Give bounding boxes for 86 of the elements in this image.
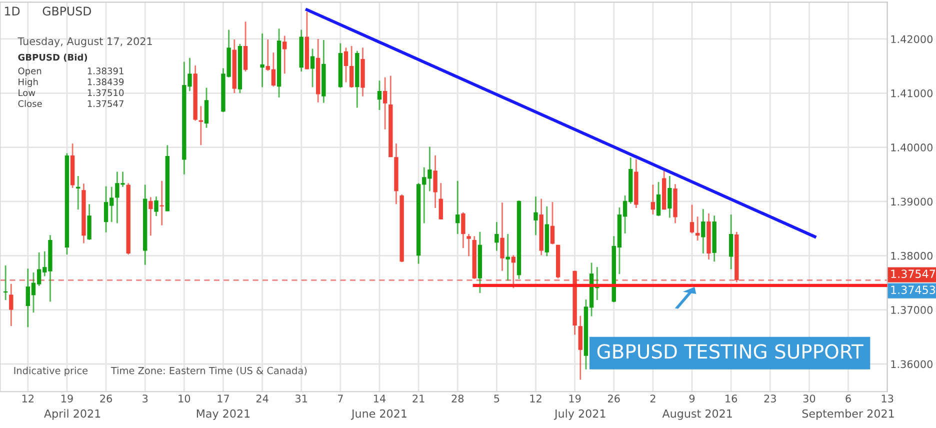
candlestick bbox=[550, 201, 555, 245]
candlestick bbox=[500, 202, 504, 272]
annotation: Open bbox=[18, 67, 42, 76]
x-tick-label: 26 bbox=[100, 394, 112, 402]
x2-tick-label: September 2021 bbox=[802, 409, 894, 420]
y-tick-label: 1.39000 bbox=[891, 198, 932, 206]
candlestick bbox=[9, 283, 14, 327]
candlestick bbox=[243, 20, 248, 72]
y-tick-label: 1.42000 bbox=[891, 35, 932, 44]
x-tick-label: 16 bbox=[726, 394, 738, 402]
x2-tick-label: May 2021 bbox=[196, 409, 250, 420]
candlestick bbox=[282, 35, 287, 74]
x-tick-label: 9 bbox=[689, 394, 695, 402]
series-label: 1.37453 bbox=[891, 286, 936, 294]
x2-tick-label: June 2021 bbox=[350, 409, 406, 420]
candlestick bbox=[260, 32, 264, 88]
x-tick-label: 5 bbox=[494, 394, 500, 402]
x-tick-label: 17 bbox=[218, 394, 229, 402]
candlestick bbox=[438, 182, 443, 220]
annotation: 1.37547 bbox=[88, 100, 124, 108]
candlestick bbox=[461, 212, 466, 249]
x-tick-label: 14 bbox=[374, 394, 386, 402]
x-tick-label: 6 bbox=[846, 394, 851, 402]
ref-line-label: 1.37547 bbox=[891, 270, 935, 278]
annotation: GBPUSD TESTING SUPPORT bbox=[597, 344, 864, 359]
candlestick bbox=[87, 204, 92, 241]
candlestick bbox=[668, 175, 672, 218]
x-tick-label: 23 bbox=[764, 394, 776, 402]
candlestick bbox=[701, 208, 706, 254]
x-tick-label: 30 bbox=[803, 394, 816, 402]
candlestick bbox=[198, 105, 203, 146]
x-tick-label: 2 bbox=[650, 394, 656, 402]
candlestick bbox=[511, 254, 516, 289]
candlestick bbox=[310, 48, 315, 88]
chart-title: GBPUSD bbox=[42, 6, 92, 16]
y-tick-label: 1.38000 bbox=[891, 252, 932, 260]
candlestick bbox=[349, 45, 354, 88]
candlestick bbox=[154, 196, 158, 217]
annotation: High bbox=[18, 78, 38, 87]
annotation: Indicative price bbox=[14, 366, 88, 376]
candlestick bbox=[204, 87, 209, 129]
annotation: Close bbox=[18, 100, 42, 108]
annotation: 1.38391 bbox=[88, 67, 124, 74]
candlestick bbox=[650, 184, 656, 216]
annotation: GBPUSD (Bid) bbox=[18, 54, 88, 62]
x-tick-label: 19 bbox=[61, 394, 73, 402]
candlestick bbox=[534, 196, 538, 236]
candlestick bbox=[160, 180, 164, 226]
annotation: 1D bbox=[5, 6, 20, 16]
candlestick bbox=[382, 76, 388, 130]
candlestick bbox=[494, 221, 499, 252]
candlestick bbox=[506, 233, 510, 282]
y-tick-label: 1.40000 bbox=[891, 144, 932, 152]
x-tick-label: 31 bbox=[296, 394, 308, 402]
annotation: Low bbox=[18, 89, 36, 96]
candlestick bbox=[728, 214, 734, 270]
candlestick bbox=[656, 181, 661, 217]
x-tick-label: 21 bbox=[412, 394, 424, 402]
x2-tick-label: April 2021 bbox=[44, 409, 100, 420]
candlestick bbox=[466, 233, 471, 257]
candlestick bbox=[578, 315, 582, 380]
candlestick bbox=[148, 196, 153, 236]
x-tick-label: 19 bbox=[569, 394, 581, 402]
x-tick-label: 28 bbox=[452, 394, 464, 402]
x-tick-label: 3 bbox=[142, 394, 148, 402]
x-tick-label: 24 bbox=[256, 394, 268, 402]
annotation: Tuesday, August 17, 2021 bbox=[18, 37, 152, 48]
candlestick bbox=[433, 154, 438, 209]
x-tick-label: 26 bbox=[608, 394, 620, 402]
x-tick-label: 12 bbox=[530, 394, 542, 402]
x-tick-label: 12 bbox=[22, 394, 34, 402]
y-tick-label: 1.41000 bbox=[891, 89, 932, 98]
annotation: 1.37510 bbox=[88, 89, 124, 96]
candlestick bbox=[344, 46, 348, 84]
candlestick bbox=[690, 204, 694, 234]
x2-tick-label: July 2021 bbox=[554, 409, 606, 420]
annotation: 1.38439 bbox=[88, 78, 124, 86]
x-tick-label: 7 bbox=[338, 394, 343, 402]
y-tick-label: 1.36000 bbox=[891, 360, 932, 368]
annotation: Time Zone: Eastern Time (US & Canada) bbox=[110, 366, 307, 376]
candlestick bbox=[456, 180, 460, 235]
candlestick bbox=[377, 80, 382, 111]
x-tick-label: 10 bbox=[178, 394, 190, 402]
x2-tick-label: August 2021 bbox=[662, 409, 732, 420]
x-tick-label: 13 bbox=[882, 394, 894, 402]
y-tick-label: 1.37000 bbox=[891, 306, 932, 314]
